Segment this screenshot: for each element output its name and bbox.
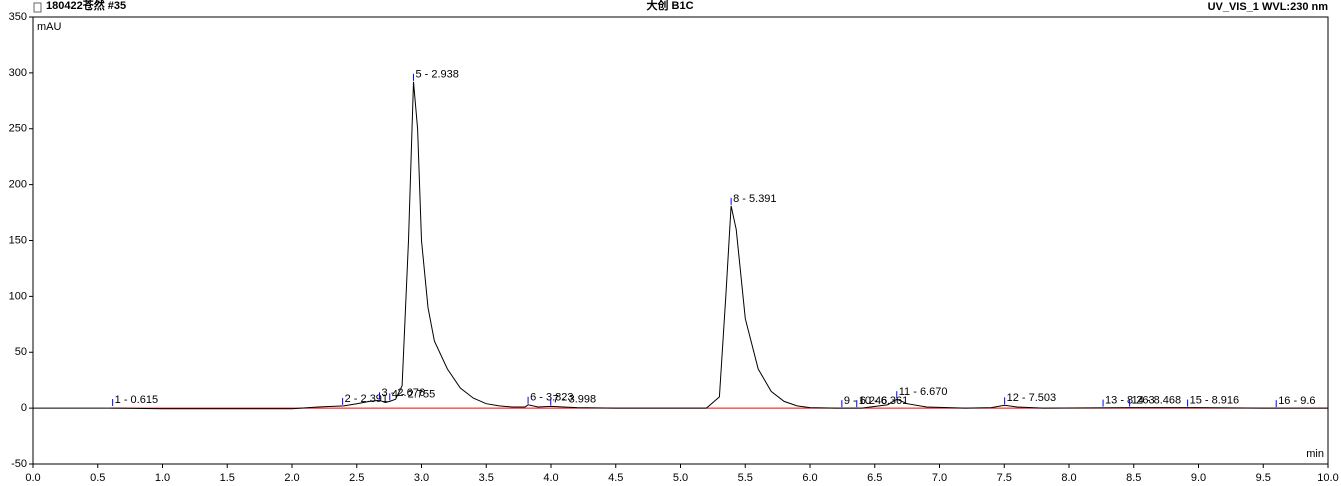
y-tick-label: 350 bbox=[9, 11, 27, 23]
peak-label: 15 - 8.916 bbox=[1190, 394, 1240, 406]
x-tick-label: 2.0 bbox=[284, 472, 299, 484]
y-tick-label: 250 bbox=[9, 123, 27, 135]
x-tick-label: 1.5 bbox=[220, 472, 235, 484]
x-tick-label: 6.5 bbox=[867, 472, 882, 484]
x-tick-label: 9.5 bbox=[1256, 472, 1271, 484]
peak-label: 16 - 9.6 bbox=[1278, 395, 1315, 407]
y-tick-label: 300 bbox=[9, 67, 27, 79]
x-tick-label: 7.0 bbox=[932, 472, 947, 484]
peak-label: 10 - 6.361 bbox=[859, 395, 909, 407]
sample-name: 180422苍然 #35 bbox=[46, 0, 126, 12]
y-tick-label: 200 bbox=[9, 179, 27, 191]
x-tick-label: 5.5 bbox=[738, 472, 753, 484]
x-tick-label: 7.5 bbox=[997, 472, 1012, 484]
peak-label: 6 - 3.823 bbox=[530, 392, 573, 404]
y-axis-label: mAU bbox=[37, 21, 62, 33]
x-tick-label: 4.0 bbox=[543, 472, 558, 484]
y-tick-label: 50 bbox=[15, 346, 27, 358]
chart-title: 大创 B1C bbox=[646, 0, 693, 12]
y-tick-label: 0 bbox=[21, 402, 27, 414]
peak-label: 12 - 7.503 bbox=[1007, 392, 1057, 404]
peak-label: 1 - 0.615 bbox=[115, 394, 158, 406]
x-tick-label: 10.0 bbox=[1317, 472, 1338, 484]
doc-icon bbox=[33, 2, 42, 13]
x-tick-label: 1.0 bbox=[155, 472, 170, 484]
x-tick-label: 8.0 bbox=[1061, 472, 1076, 484]
x-tick-label: 3.5 bbox=[479, 472, 494, 484]
x-tick-label: 8.5 bbox=[1126, 472, 1141, 484]
x-tick-label: 0.0 bbox=[25, 472, 40, 484]
y-tick-label: 100 bbox=[9, 290, 27, 302]
x-tick-label: 2.5 bbox=[349, 472, 364, 484]
peak-label: 7 - 3.998 bbox=[553, 393, 596, 405]
trace bbox=[33, 81, 1328, 410]
peak-label: 9 - 6.246 bbox=[844, 395, 887, 407]
peak-label: 8 - 5.391 bbox=[733, 193, 776, 205]
x-tick-label: 5.0 bbox=[673, 472, 688, 484]
x-tick-label: 6.0 bbox=[802, 472, 817, 484]
peak-label: 14 - 8.468 bbox=[1132, 394, 1182, 406]
y-tick-label: 150 bbox=[9, 234, 27, 246]
peak-label: 3 - 2.676 bbox=[382, 387, 425, 399]
x-tick-label: 9.0 bbox=[1191, 472, 1206, 484]
peak-label: 11 - 6.670 bbox=[899, 386, 948, 398]
x-tick-label: 3.0 bbox=[414, 472, 429, 484]
detector-label: UV_VIS_1 WVL:230 nm bbox=[1208, 1, 1329, 13]
x-tick-label: 4.5 bbox=[608, 472, 623, 484]
x-axis-label: min bbox=[1306, 448, 1324, 460]
peak-label: 2 - 2.391 bbox=[345, 393, 388, 405]
y-tick-label: -50 bbox=[11, 458, 27, 470]
peak-label: 5 - 2.938 bbox=[415, 69, 458, 81]
x-tick-label: 0.5 bbox=[90, 472, 105, 484]
peak-label: 4 - 2.755 bbox=[392, 388, 435, 400]
